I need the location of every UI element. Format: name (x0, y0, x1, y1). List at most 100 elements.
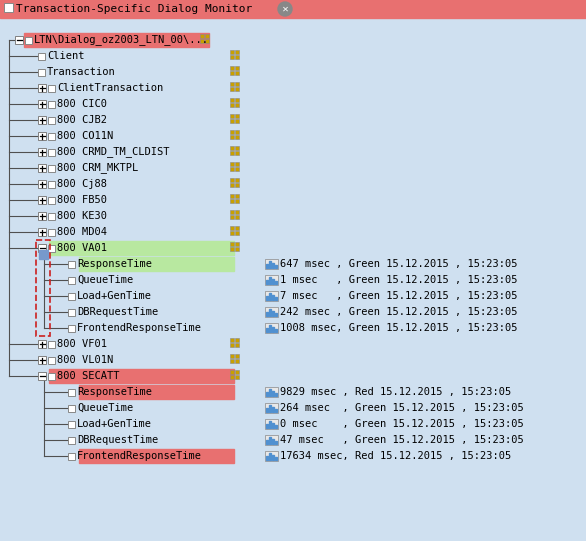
Bar (230, 118, 234, 122)
Bar (275, 457, 277, 460)
Bar (38, 196, 46, 204)
Bar (230, 353, 234, 358)
Bar (68, 325, 75, 332)
Bar (266, 440, 268, 444)
Bar (48, 340, 55, 347)
Bar (230, 129, 234, 134)
Bar (38, 244, 46, 252)
Bar (265, 387, 278, 397)
Circle shape (278, 2, 292, 16)
Text: 800 CRM_MKTPL: 800 CRM_MKTPL (57, 162, 138, 174)
Text: DBRequestTime: DBRequestTime (77, 307, 158, 317)
Bar (205, 34, 209, 37)
Bar (235, 177, 239, 181)
Text: 1008 msec, Green 15.12.2015 , 15:23:05: 1008 msec, Green 15.12.2015 , 15:23:05 (280, 323, 517, 333)
Text: 9829 msec , Red 15.12.2015 , 15:23:05: 9829 msec , Red 15.12.2015 , 15:23:05 (280, 387, 511, 397)
Bar (235, 374, 239, 379)
Bar (230, 230, 234, 234)
Bar (230, 177, 234, 181)
Bar (0, 0, 586, 18)
Bar (79, 449, 234, 463)
Bar (48, 373, 55, 379)
Bar (230, 162, 234, 166)
Bar (68, 388, 75, 395)
Bar (266, 424, 268, 428)
Text: 1 msec   , Green 15.12.2015 , 15:23:05: 1 msec , Green 15.12.2015 , 15:23:05 (280, 275, 517, 285)
Bar (235, 353, 239, 358)
Bar (265, 323, 278, 333)
Bar (38, 116, 46, 124)
Bar (48, 181, 55, 188)
Bar (79, 257, 234, 271)
Bar (39, 250, 48, 259)
Bar (269, 437, 271, 444)
Bar (48, 164, 55, 171)
Text: Load+GenTime: Load+GenTime (77, 419, 152, 429)
Bar (266, 328, 268, 332)
Bar (230, 194, 234, 197)
Bar (68, 405, 75, 412)
Bar (200, 38, 204, 43)
Bar (235, 97, 239, 102)
Bar (269, 453, 271, 460)
Bar (68, 276, 75, 283)
Text: 242 msec , Green 15.12.2015 , 15:23:05: 242 msec , Green 15.12.2015 , 15:23:05 (280, 307, 517, 317)
Bar (235, 226, 239, 229)
Bar (235, 162, 239, 166)
Bar (38, 340, 46, 348)
Bar (235, 342, 239, 346)
Bar (235, 214, 239, 219)
Bar (230, 150, 234, 155)
Bar (269, 277, 271, 284)
Text: 800 VA01: 800 VA01 (57, 243, 107, 253)
Bar (230, 226, 234, 229)
Bar (68, 452, 75, 459)
Text: ✕: ✕ (281, 5, 288, 14)
Bar (15, 36, 23, 44)
Bar (275, 409, 277, 412)
Bar (68, 437, 75, 444)
Bar (38, 372, 46, 380)
Bar (275, 265, 277, 268)
Bar (38, 212, 46, 220)
Bar (235, 146, 239, 149)
Bar (48, 196, 55, 203)
Text: 800 VF01: 800 VF01 (57, 339, 107, 349)
Bar (269, 261, 271, 268)
Bar (230, 359, 234, 362)
Bar (235, 150, 239, 155)
Bar (38, 356, 46, 364)
Bar (266, 312, 268, 316)
Bar (230, 82, 234, 85)
Bar (269, 293, 271, 300)
Bar (230, 370, 234, 373)
Bar (49, 369, 234, 383)
Bar (275, 313, 277, 316)
Bar (266, 280, 268, 284)
Text: 800 Cj88: 800 Cj88 (57, 179, 107, 189)
Text: 47 msec   , Green 15.12.2015 , 15:23:05: 47 msec , Green 15.12.2015 , 15:23:05 (280, 435, 524, 445)
Text: 800 MD04: 800 MD04 (57, 227, 107, 237)
Bar (235, 370, 239, 373)
Bar (275, 329, 277, 332)
Bar (265, 259, 278, 269)
Bar (230, 199, 234, 202)
Bar (230, 338, 234, 341)
Text: QueueTime: QueueTime (77, 275, 133, 285)
Bar (272, 263, 274, 268)
Text: 7 msec   , Green 15.12.2015 , 15:23:05: 7 msec , Green 15.12.2015 , 15:23:05 (280, 291, 517, 301)
Bar (266, 296, 268, 300)
Bar (4, 3, 13, 12)
Bar (230, 146, 234, 149)
Bar (269, 405, 271, 412)
Bar (272, 423, 274, 428)
Bar (38, 84, 46, 92)
Bar (230, 135, 234, 138)
Bar (230, 97, 234, 102)
Bar (230, 114, 234, 117)
Bar (230, 214, 234, 219)
Bar (24, 33, 209, 47)
Text: 17634 msec, Red 15.12.2015 , 15:23:05: 17634 msec, Red 15.12.2015 , 15:23:05 (280, 451, 511, 461)
Bar (235, 199, 239, 202)
Bar (235, 209, 239, 214)
